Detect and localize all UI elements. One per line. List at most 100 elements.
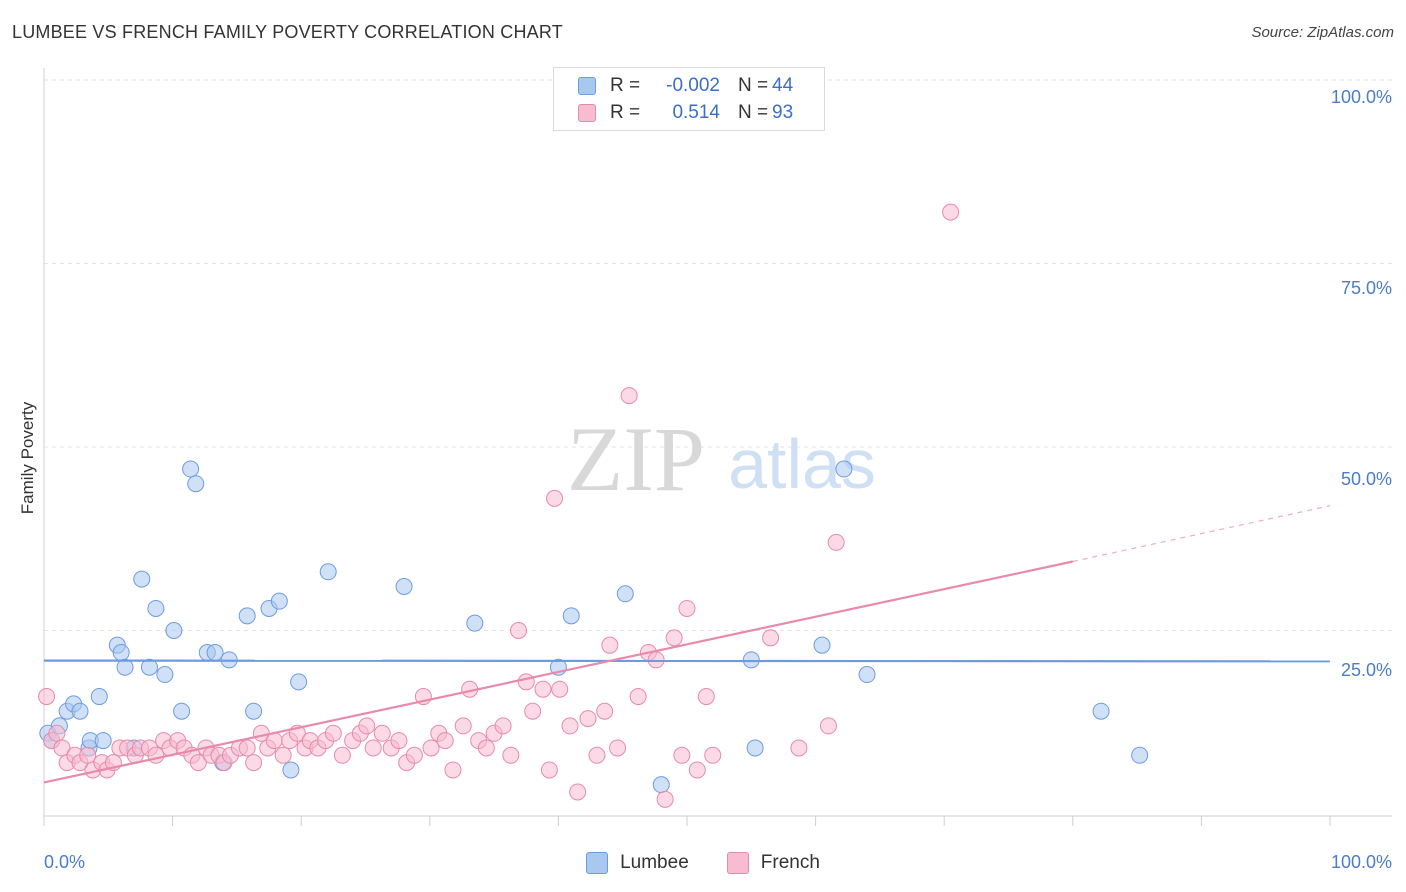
y-tick-25: 25.0% [1340, 660, 1392, 680]
data-points [38, 203, 1149, 808]
french-point [673, 746, 691, 764]
french-point [588, 746, 606, 764]
x-tick-100: 100.0% [1330, 852, 1392, 872]
french-point [665, 629, 683, 647]
french-point [274, 746, 292, 764]
lumbee-point [238, 607, 256, 625]
lumbee-swatch-icon [578, 77, 596, 95]
lumbee-point [182, 460, 200, 478]
french-point [324, 724, 342, 742]
french-point [390, 732, 408, 750]
french-point [189, 754, 207, 772]
french-point [405, 746, 423, 764]
french-point [364, 739, 382, 757]
lumbee-point [813, 636, 831, 654]
lumbee-point [742, 651, 760, 669]
french-point [579, 710, 597, 728]
lumbee-point [140, 658, 158, 676]
french-point [444, 761, 462, 779]
french-point [762, 629, 780, 647]
french-point [601, 636, 619, 654]
french-point [477, 739, 495, 757]
french-point [494, 717, 512, 735]
chart-title: LUMBEE VS FRENCH FAMILY POVERTY CORRELAT… [12, 22, 563, 42]
legend-label-french: French [760, 852, 820, 873]
french-point [48, 724, 66, 742]
lumbee-point [270, 592, 288, 610]
lumbee-point [187, 475, 205, 493]
r-value: -0.002 [666, 75, 720, 96]
french-point [333, 746, 351, 764]
french-point [609, 739, 627, 757]
lumbee-point [290, 673, 308, 691]
lumbee-point [466, 614, 484, 632]
french-point [540, 761, 558, 779]
lumbee-trend-line [43, 659, 1331, 663]
legend-row-french: R = 0.514 N = 93 [578, 101, 793, 125]
watermark-zip: ZIP [567, 408, 705, 510]
french-point [678, 599, 696, 617]
r-label: R = [610, 102, 641, 123]
y-tick-100: 100.0% [1330, 87, 1392, 107]
lumbee-point [282, 761, 300, 779]
lumbee-point [835, 460, 853, 478]
lumbee-point [71, 702, 89, 720]
lumbee-point [1092, 702, 1110, 720]
french-point [546, 489, 564, 507]
grid-lines [44, 79, 1392, 631]
lumbee-point [319, 563, 337, 581]
n-label: N = [738, 75, 769, 96]
legend-item-french[interactable]: French [726, 852, 820, 874]
french-point [38, 688, 56, 706]
lumbee-point [94, 732, 112, 750]
french-point [517, 673, 535, 691]
french-point [245, 754, 263, 772]
lumbee-point [395, 577, 413, 595]
watermark: ZIP atlas [567, 408, 876, 510]
french-point [704, 746, 722, 764]
lumbee-point [90, 688, 108, 706]
x-tick-0: 0.0% [44, 852, 86, 872]
n-label: N = [738, 102, 769, 123]
y-tick-75: 75.0% [1340, 278, 1392, 298]
lumbee-point [562, 607, 580, 625]
lumbee-point [112, 644, 130, 662]
french-point [358, 717, 376, 735]
r-value: 0.514 [672, 102, 720, 123]
french-point [454, 717, 472, 735]
legend-row-lumbee: R = -0.002 N = 44 [578, 74, 793, 98]
french-point [502, 746, 520, 764]
french-point [147, 746, 165, 764]
lumbee-swatch-icon [586, 852, 609, 874]
lumbee-point [133, 570, 151, 588]
lumbee-point [165, 622, 183, 639]
source-label: Source: ZipAtlas.com [1251, 24, 1394, 41]
legend-item-lumbee[interactable]: Lumbee [586, 852, 689, 874]
watermark-atlas: atlas [728, 425, 876, 503]
lumbee-point [147, 599, 165, 617]
lumbee-point [652, 776, 670, 794]
lumbee-point [1131, 746, 1149, 764]
lumbee-point [746, 739, 764, 757]
lumbee-point [116, 658, 134, 676]
french-point [373, 724, 391, 742]
lumbee-point [858, 666, 876, 684]
french-swatch-icon [726, 852, 749, 874]
french-point [561, 717, 579, 735]
french-point [656, 790, 674, 808]
lumbee-point [206, 644, 224, 662]
lumbee-point [616, 585, 634, 603]
lumbee-point [173, 702, 191, 720]
series-legend: Lumbee French [0, 852, 1406, 874]
french-point [510, 622, 528, 639]
french-point [422, 739, 440, 757]
legend-label-lumbee: Lumbee [620, 852, 689, 873]
french-point [524, 702, 542, 720]
french-point [942, 203, 960, 221]
correlation-legend: R = -0.002 N = 44 R = 0.514 N = 93 [553, 67, 825, 131]
french-point [596, 702, 614, 720]
french-swatch-icon [578, 104, 596, 122]
lumbee-point [156, 666, 174, 684]
y-tick-50: 50.0% [1340, 469, 1392, 489]
